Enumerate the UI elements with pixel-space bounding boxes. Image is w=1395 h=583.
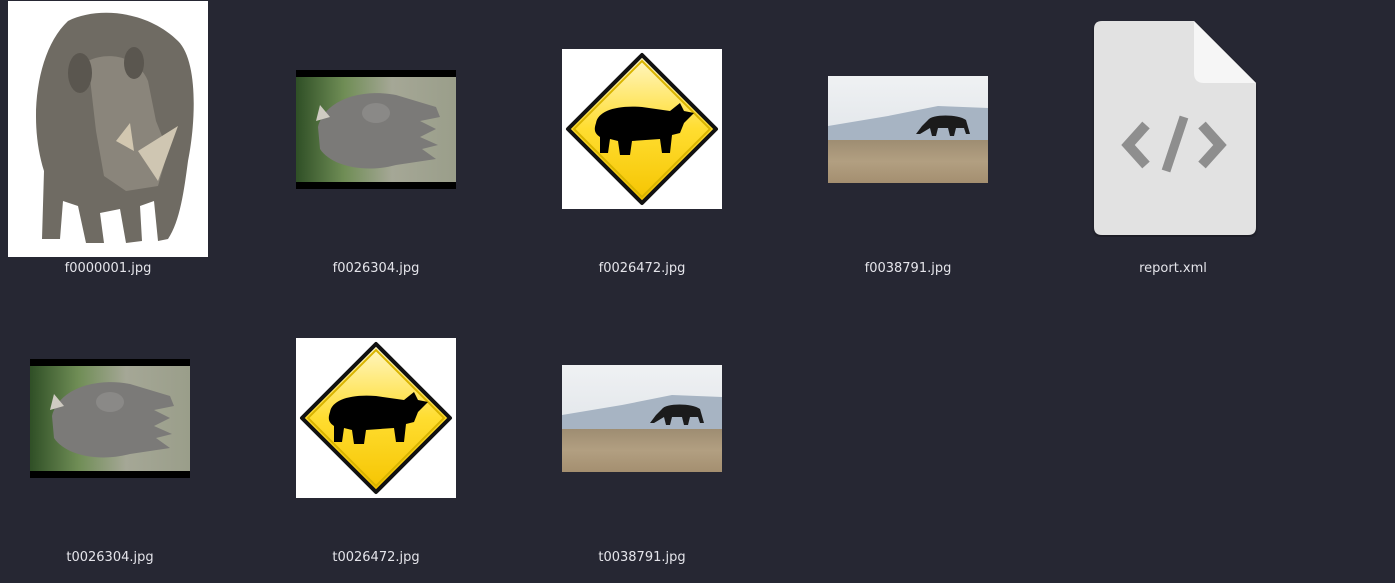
- file-item-t0026472[interactable]: t0026472.jpg: [276, 289, 476, 565]
- rhino-front-image: [36, 12, 194, 243]
- file-name: f0026472.jpg: [598, 261, 686, 276]
- file-name: report.xml: [1139, 261, 1207, 276]
- file-name: f0038791.jpg: [864, 261, 952, 276]
- rhino-front-thumbnail: [8, 1, 208, 257]
- file-name: t0038791.jpg: [598, 550, 686, 565]
- thumbnail-container: [276, 0, 476, 258]
- rhino-warning-sign-thumbnail: [296, 338, 456, 498]
- rhino-warning-sign-image: [300, 342, 452, 494]
- rhino-plain-image: [828, 105, 988, 140]
- file-name: t0026472.jpg: [332, 550, 420, 565]
- file-name: t0026304.jpg: [66, 550, 154, 565]
- rhino-plain-image: [562, 394, 722, 429]
- thumbnail-container: [808, 0, 1008, 258]
- file-name: f0000001.jpg: [64, 261, 152, 276]
- rhino-grass-image: [50, 381, 174, 457]
- file-item-f0026304[interactable]: f0026304.jpg: [276, 0, 476, 276]
- rhino-grass-thumbnail: [30, 358, 190, 478]
- file-item-f0000001[interactable]: f0000001.jpg: [8, 0, 208, 276]
- rhino-grass-thumbnail: [296, 69, 456, 189]
- rhino-plain-thumbnail: [562, 364, 722, 472]
- rhino-warning-sign-thumbnail: [562, 49, 722, 209]
- file-item-t0026304[interactable]: t0026304.jpg: [10, 289, 210, 565]
- code-file-icon-graphic: [1094, 21, 1256, 235]
- file-item-f0038791[interactable]: f0038791.jpg: [808, 0, 1008, 276]
- file-name: f0026304.jpg: [332, 261, 420, 276]
- file-item-report-xml[interactable]: report.xml: [1073, 0, 1273, 276]
- thumbnail-container: [542, 0, 742, 258]
- thumbnail-container: [276, 289, 476, 547]
- thumbnail-container: [542, 289, 742, 547]
- code-file-icon: [1088, 21, 1258, 237]
- thumbnail-container: [8, 0, 208, 258]
- thumbnail-container: [1073, 0, 1273, 258]
- thumbnail-container: [10, 289, 210, 547]
- rhino-plain-thumbnail: [828, 75, 988, 183]
- rhino-grass-image: [316, 92, 440, 168]
- file-item-t0038791[interactable]: t0038791.jpg: [542, 289, 742, 565]
- rhino-warning-sign-image: [566, 53, 718, 205]
- file-item-f0026472[interactable]: f0026472.jpg: [542, 0, 742, 276]
